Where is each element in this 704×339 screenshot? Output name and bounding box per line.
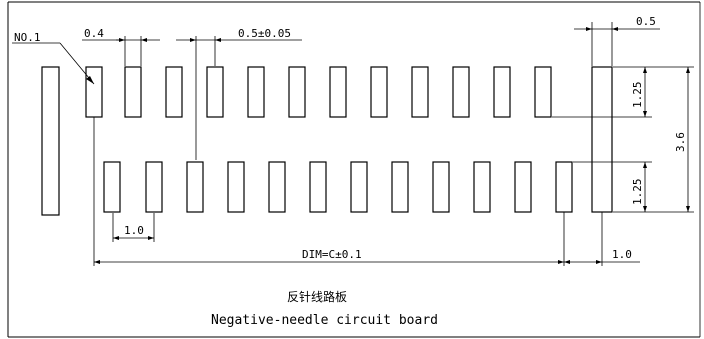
pitch-tol-arrow-right	[215, 38, 221, 42]
right-pad-arrow-right	[612, 27, 618, 31]
pad-bottom-11	[514, 161, 532, 213]
pad-top-12	[534, 66, 552, 118]
pad-bottom-3	[186, 161, 204, 213]
pad-top-6	[288, 66, 306, 118]
row-top-arrow-up	[643, 67, 647, 73]
pad-bottom-1	[103, 161, 121, 213]
caption-english: Negative-needle circuit board	[211, 313, 438, 328]
caption-chinese: 反针线路板	[287, 289, 347, 304]
overall-dimension: DIM=C±0.1	[93, 117, 565, 266]
pad-bottom-10	[473, 161, 491, 213]
pad-bottom-7	[350, 161, 368, 213]
pin-one-label: NO.1	[14, 31, 41, 44]
overall-arrow-left	[94, 260, 100, 264]
overall-arrow-right	[558, 260, 564, 264]
right-edge-pad	[591, 66, 613, 213]
right-pad-width-label: 0.5	[636, 15, 656, 28]
pin-one-arrowhead	[86, 76, 94, 84]
pad-width-arrow-left	[119, 38, 125, 42]
total-height-arrow-up	[686, 67, 690, 73]
row-height-bottom-label: 1.25	[631, 179, 644, 206]
bottom-pitch-dimension: 1.0	[112, 213, 155, 242]
pad-top-8	[370, 66, 388, 118]
pad-bottom-12	[555, 161, 573, 213]
pad-width-label: 0.4	[84, 27, 104, 40]
total-height-label: 3.6	[674, 132, 687, 152]
pad-top-3	[165, 66, 183, 118]
right-pad-arrow-left	[586, 27, 592, 31]
pad-width-dimension: 0.4	[82, 27, 160, 66]
edge-offset-dimension: 1.0	[564, 212, 640, 266]
pad-bottom-6	[309, 161, 327, 213]
pad-top-7	[329, 66, 347, 118]
pitch-tolerance-label: 0.5±0.05	[238, 27, 291, 40]
border-frame	[7, 1, 700, 338]
edge-offset-label: 1.0	[612, 248, 632, 261]
pad-top-9	[411, 66, 429, 118]
bottom-row-pads	[103, 161, 573, 213]
row-bottom-arrow-down	[643, 206, 647, 212]
bottom-pitch-label: 1.0	[124, 224, 144, 237]
overall-dimension-label: DIM=C±0.1	[302, 248, 362, 261]
vertical-dimensions: 1.25 1.25 3.6	[552, 66, 694, 213]
total-height-arrow-down	[686, 206, 690, 212]
pad-bottom-4	[227, 161, 245, 213]
pad-top-4	[206, 66, 224, 118]
left-edge-pad	[41, 66, 60, 216]
pad-width-arrow-right	[141, 38, 147, 42]
pad-top-1	[85, 66, 103, 118]
pin-one-callout: NO.1	[12, 31, 95, 85]
pad-top-11	[493, 66, 511, 118]
row-bottom-arrow-up	[643, 162, 647, 168]
edge-offset-arrow-left	[564, 260, 570, 264]
bottom-pitch-arrow-left	[113, 236, 119, 240]
pad-bottom-9	[432, 161, 450, 213]
bottom-pitch-arrow-right	[148, 236, 154, 240]
pad-bottom-8	[391, 161, 409, 213]
pitch-tol-arrow-left	[190, 38, 196, 42]
edge-offset-arrow-right	[596, 260, 602, 264]
pad-top-2	[124, 66, 142, 118]
right-pad-width-dimension: 0.5	[574, 15, 660, 66]
row-top-arrow-down	[643, 111, 647, 117]
pad-bottom-5	[268, 161, 286, 213]
top-row-pads	[85, 66, 552, 118]
row-height-top-label: 1.25	[631, 82, 644, 109]
pad-top-5	[247, 66, 265, 118]
pitch-tolerance-dimension: 0.5±0.05	[176, 27, 302, 160]
pad-bottom-2	[145, 161, 163, 213]
pin-one-leader	[59, 42, 95, 85]
pad-top-10	[452, 66, 470, 118]
